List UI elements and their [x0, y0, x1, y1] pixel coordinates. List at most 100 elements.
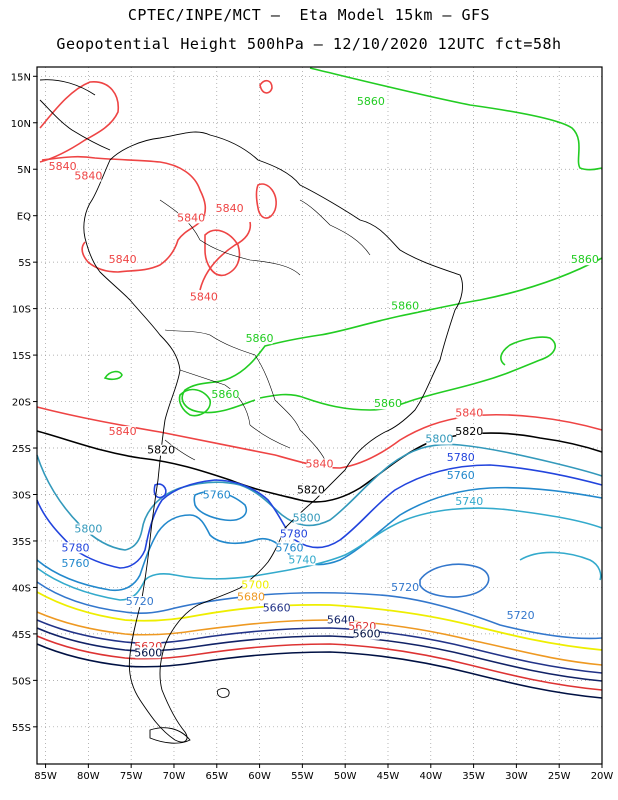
contour-5840-loop2 — [255, 183, 277, 219]
lat-tick-label: 45S — [12, 630, 31, 641]
map-title-line-2: Geopotential Height 500hPa – 12/10/2020 … — [56, 35, 562, 53]
caribbean-coast — [39, 79, 96, 96]
contour-5600 — [36, 643, 603, 699]
contour-label-bg — [456, 495, 483, 507]
contour-5840-mid — [199, 221, 252, 291]
lon-tick-label: 20W — [591, 771, 614, 782]
contour-label-bg — [456, 426, 483, 438]
lon-tick-label: 75W — [120, 771, 143, 782]
contour-label-bg — [178, 212, 205, 224]
contour-label: 5840 — [455, 407, 483, 420]
contour-label-bg — [148, 444, 175, 456]
lat-tick-label: 10S — [12, 305, 31, 316]
contour-label: 5720 — [391, 581, 419, 594]
contour-label: 5840 — [216, 202, 244, 215]
contour-label-bg — [392, 582, 419, 594]
contour-label-bg — [75, 523, 102, 535]
contour-5840-north — [39, 81, 119, 163]
contour-label-bg — [447, 452, 474, 464]
contour-label-bg — [263, 602, 290, 614]
contour-label: 5840 — [109, 253, 137, 266]
lon-tick-label: 45W — [377, 771, 400, 782]
contour-label-bg — [571, 254, 598, 266]
falkland-islands — [216, 687, 230, 698]
contour-label: 5720 — [507, 609, 535, 622]
contour-5720-loop — [419, 563, 490, 598]
contour-label: 5760 — [62, 557, 90, 570]
contour-label: 5780 — [447, 451, 475, 464]
contour-5760-loop — [193, 490, 247, 522]
lon-tick-label: 70W — [163, 771, 186, 782]
lon-tick-label: 30W — [505, 771, 528, 782]
lat-tick-label: EQ — [17, 212, 31, 223]
lat-tick-label: 5N — [17, 165, 31, 176]
contour-5780 — [36, 464, 603, 569]
contour-label-bg — [507, 610, 534, 622]
contour-label-bg — [327, 614, 354, 626]
map-title-line-1: CPTEC/INPE/MCT – Eta Model 15km – GFS — [127, 6, 491, 24]
contour-5720 — [36, 581, 603, 640]
contour-label: 5740 — [455, 495, 483, 508]
lat-tick-label: 10N — [11, 119, 31, 130]
contour-label-bg — [289, 554, 316, 566]
contour-5680 — [36, 611, 603, 666]
lon-tick-label: 55W — [291, 771, 314, 782]
lon-tick-label: 85W — [34, 771, 57, 782]
contour-label: 5600 — [134, 646, 162, 659]
contour-label: 5720 — [126, 595, 154, 608]
lon-tick-label: 35W — [462, 771, 485, 782]
contour-label: 5640 — [327, 614, 355, 627]
contour-lines — [36, 67, 603, 699]
lat-tick-label: 30S — [12, 490, 31, 501]
contour-label: 5820 — [455, 425, 483, 438]
contour-label-bg — [357, 96, 384, 108]
contour-label: 5700 — [241, 578, 269, 591]
contour-label-bg — [447, 469, 474, 481]
lon-tick-label: 50W — [334, 771, 357, 782]
contour-label: 5660 — [263, 602, 291, 615]
map-frame — [36, 66, 603, 765]
lat-tick-label: 25S — [12, 444, 31, 455]
lat-tick-label: 50S — [12, 676, 31, 687]
contour-5740-loop — [519, 551, 602, 581]
contour-label-bg — [353, 628, 380, 640]
contour-5840-small — [259, 79, 273, 94]
contour-label-bg — [49, 161, 76, 173]
tierra-del-fuego — [149, 727, 191, 744]
lon-tick-label: 25W — [548, 771, 571, 782]
contour-5780-loop — [153, 483, 167, 499]
contour-label: 5840 — [190, 290, 218, 303]
contour-label: 5820 — [147, 444, 175, 457]
lat-tick-label: 35S — [12, 537, 31, 548]
contour-label-bg — [75, 170, 102, 182]
lat-tick-label: 15N — [11, 72, 31, 83]
contour-label-bg — [135, 647, 162, 659]
contour-label: 5780 — [62, 541, 90, 554]
contour-5860-central — [181, 257, 603, 414]
contour-label: 5840 — [109, 425, 137, 438]
contour-label: 5780 — [280, 527, 308, 540]
contour-label: 5760 — [276, 541, 304, 554]
contour-5860-north — [309, 67, 603, 171]
contour-label: 5800 — [293, 512, 321, 525]
contour-label: 5860 — [357, 95, 385, 108]
lat-tick-label: 5S — [18, 258, 31, 269]
contour-label: 5840 — [74, 170, 102, 183]
lon-tick-label: 60W — [248, 771, 271, 782]
contour-label-bg — [126, 596, 153, 608]
contour-5840-amazon — [41, 155, 207, 273]
contour-label-bg — [280, 528, 307, 540]
country-borders — [159, 199, 371, 461]
contour-label-bg — [190, 291, 217, 303]
contour-labels: 5860586058605860586058605840584058405840… — [49, 95, 599, 659]
contour-5620 — [36, 635, 603, 691]
contour-label-bg — [246, 333, 273, 345]
contour-label-bg — [306, 458, 333, 470]
axis-ticks: 85W 80W 75W 70W 65W 60W 55W 50W 45W 40W 35W 30W 25W 2… — [11, 72, 614, 782]
contour-label: 5840 — [49, 160, 77, 173]
contour-label: 5860 — [374, 397, 402, 410]
contour-label-bg — [62, 542, 89, 554]
contour-5840-loop1 — [204, 229, 241, 277]
south-america-coastline — [83, 131, 463, 743]
lon-tick-label: 40W — [419, 771, 442, 782]
